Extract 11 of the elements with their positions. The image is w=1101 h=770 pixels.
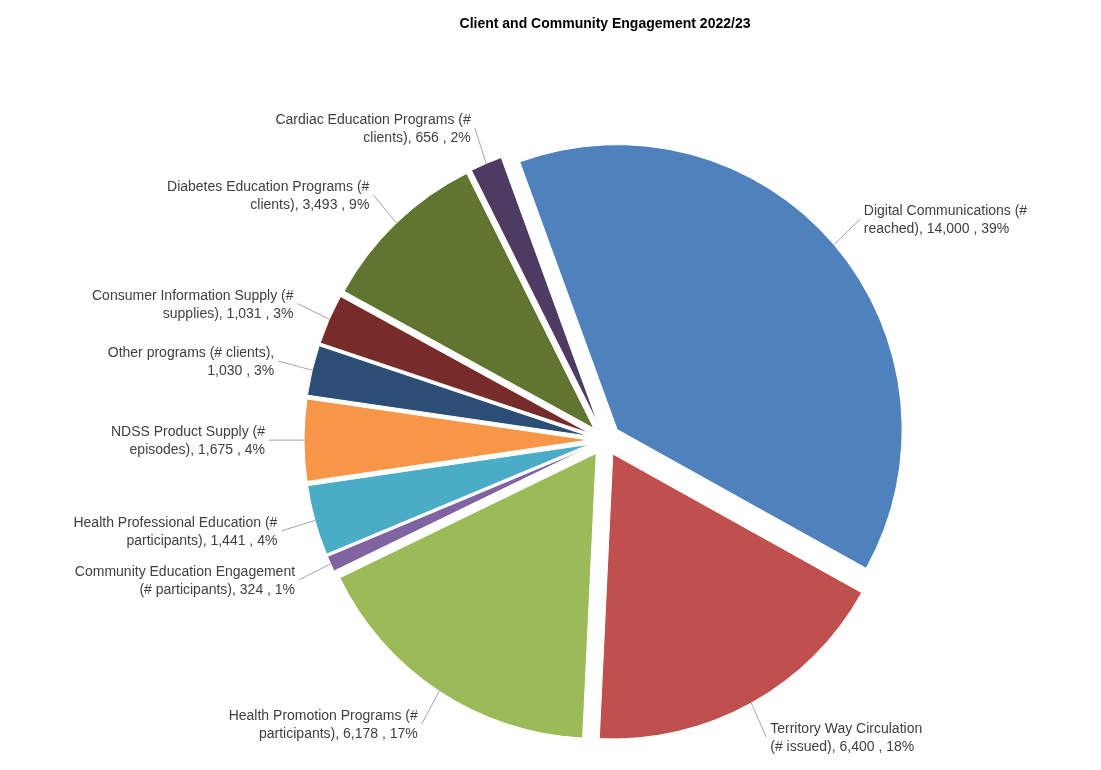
chart-title: Client and Community Engagement 2022/23 (459, 15, 751, 31)
slice-label: Other programs (# clients), 1,030 , 3% (107, 344, 275, 379)
slice-label: Diabetes Education Programs (# clients), 3,493 , 9% (167, 177, 370, 212)
slice-label: Health Professional Education (# participants), 1,441 , 4% (73, 513, 278, 548)
slice-label: Community Education Engagement (# participants), 324 , 1% (74, 562, 296, 597)
slice-label: Digital Communications (# reached), 14,000 , 39% (863, 202, 1028, 237)
slice-label: Health Promotion Programs (# participants), 6,178 , 17% (228, 706, 418, 741)
slice-label: NDSS Product Supply (# episodes), 1,675 , 4% (110, 423, 266, 458)
slice-label: Territory Way Circulation (# issued), 6,400 , 18% (770, 720, 923, 755)
slice-label: Cardiac Education Programs (# clients), 656 , 2% (275, 110, 471, 145)
slice-label: Consumer Information Supply (# supplies), 1,031 , 3% (92, 286, 294, 321)
